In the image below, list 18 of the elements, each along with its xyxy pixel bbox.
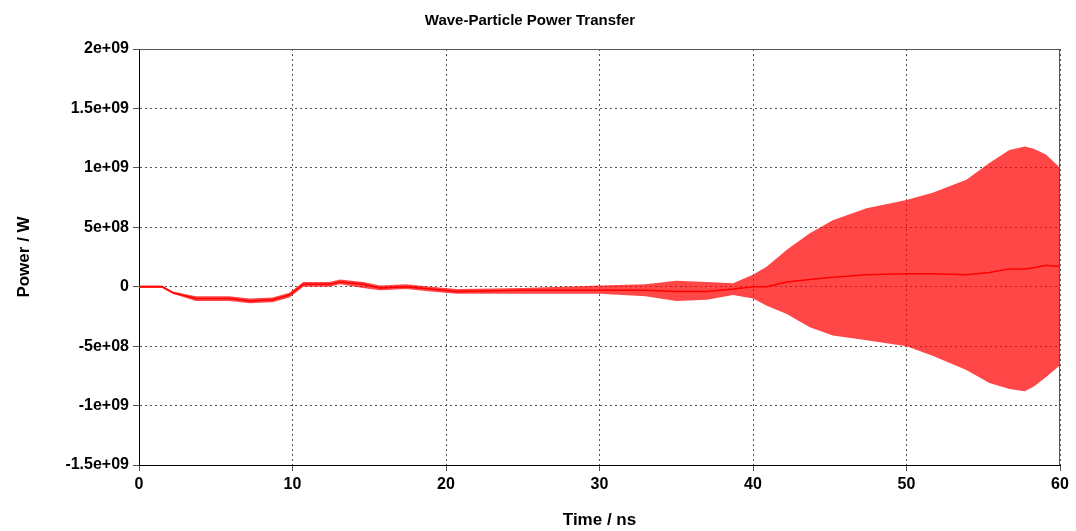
x-tick-label: 0 [134, 475, 144, 493]
y-axis-title: Power / W [13, 215, 33, 298]
chart-title: Wave-Particle Power Transfer [424, 11, 636, 29]
x-tick-label: 40 [744, 475, 762, 493]
x-tick-label: 50 [897, 475, 916, 493]
y-tick-label: 5e+08 [84, 217, 130, 235]
y-tick-label: -1.5e+09 [65, 455, 130, 473]
y-tick-label: 1e+09 [84, 158, 130, 176]
y-tick-label: -5e+08 [78, 336, 130, 354]
x-tick-label: 10 [283, 475, 302, 493]
y-tick-label: 1.5e+09 [70, 98, 130, 116]
y-tick-label: -1e+09 [78, 395, 130, 413]
y-tick-label: 2e+09 [84, 39, 130, 57]
y-tick-label: 0 [120, 277, 130, 295]
x-tick-label: 60 [1051, 475, 1069, 493]
x-axis-title: Time / ns [562, 510, 637, 530]
x-tick-label: 30 [590, 475, 609, 493]
x-tick-label: 20 [437, 475, 455, 493]
